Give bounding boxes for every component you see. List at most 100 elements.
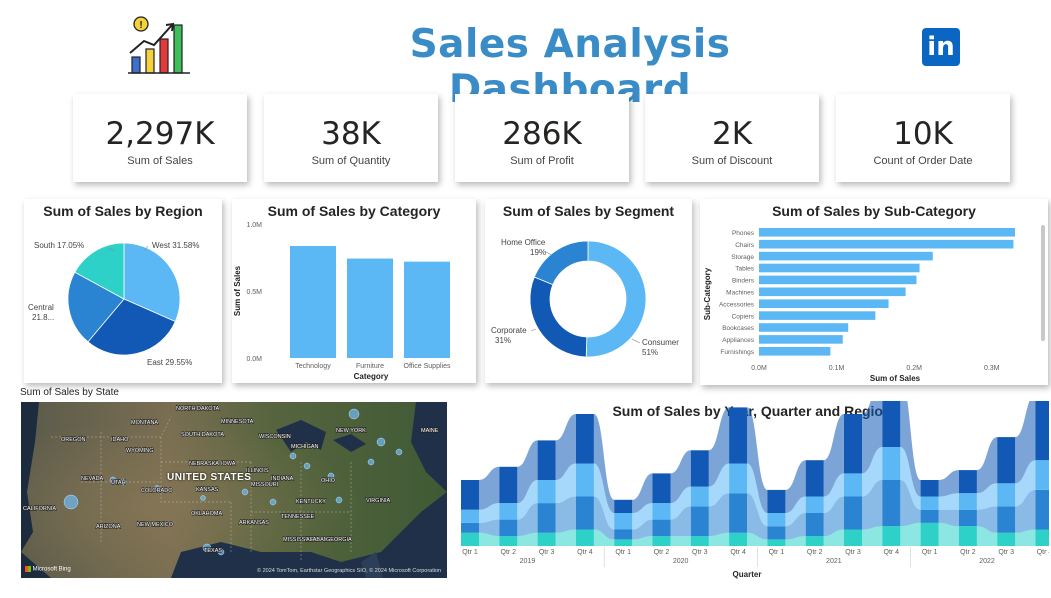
ribbon-column[interactable]	[920, 480, 939, 497]
ribbon-column[interactable]	[882, 526, 901, 546]
ribbon-column[interactable]	[1035, 460, 1050, 490]
ribbon-column[interactable]	[461, 522, 479, 533]
linkedin-icon[interactable]: in	[922, 28, 960, 66]
ribbon-column[interactable]	[805, 536, 824, 546]
state-sales-bubble[interactable]	[289, 452, 297, 460]
state-sales-bubble[interactable]	[348, 408, 360, 420]
state-map[interactable]: NORTH DAKOTA MINNESOTA OREGON IDAHO SOUTH DA…	[21, 402, 447, 578]
bar-furnishings[interactable]	[759, 347, 831, 356]
ribbon-column[interactable]	[690, 506, 709, 537]
ribbon-column[interactable]	[537, 480, 556, 504]
ribbon-column[interactable]	[729, 532, 748, 546]
donut-slice-home-office[interactable]	[533, 240, 589, 286]
bar-storage[interactable]	[759, 251, 933, 261]
state-sales-bubble[interactable]	[109, 476, 117, 484]
ribbon-column[interactable]	[575, 496, 594, 530]
ribbon-column[interactable]	[461, 532, 479, 546]
ribbon-column[interactable]	[690, 536, 709, 546]
bar-bookcases[interactable]	[759, 323, 849, 332]
ribbon-column[interactable]	[614, 513, 633, 530]
bar-phones[interactable]	[759, 228, 1015, 237]
ribbon-column[interactable]	[920, 522, 939, 546]
ribbon-column[interactable]	[499, 466, 518, 504]
map-terrain[interactable]: NORTH DAKOTA MINNESOTA OREGON IDAHO SOUTH DA…	[21, 402, 447, 578]
ribbon-column[interactable]	[920, 496, 939, 510]
ribbon-column[interactable]	[729, 407, 748, 464]
ribbon-column[interactable]	[461, 509, 479, 523]
bar-copiers[interactable]	[759, 311, 876, 320]
subcategory-bar-chart[interactable]: Phones Chairs Storage Tables Binders Machines…	[700, 199, 1048, 385]
ribbon-column[interactable]	[537, 503, 556, 533]
ribbon-column[interactable]	[997, 532, 1016, 546]
ribbon-column[interactable]	[614, 499, 633, 513]
ribbon-column[interactable]	[499, 503, 518, 520]
bar-machines[interactable]	[759, 287, 906, 297]
pie-slice-central[interactable]	[67, 271, 125, 343]
ribbon-column[interactable]	[958, 509, 977, 527]
ribbon-column[interactable]	[958, 526, 977, 546]
ribbon-column[interactable]	[767, 526, 786, 540]
state-sales-bubble[interactable]	[269, 498, 277, 506]
ribbon-column[interactable]	[652, 536, 671, 546]
state-sales-bubble[interactable]	[241, 488, 249, 496]
state-sales-bubble[interactable]	[303, 462, 311, 470]
ribbon-column[interactable]	[997, 437, 1016, 484]
ribbon-column[interactable]	[575, 529, 594, 547]
ribbon-column[interactable]	[958, 493, 977, 510]
donut-slice-corporate[interactable]	[529, 276, 588, 358]
ribbon-column[interactable]	[499, 519, 518, 537]
pie-slice-east[interactable]	[87, 298, 176, 356]
ribbon-column[interactable]	[844, 529, 862, 547]
ribbon-column[interactable]	[537, 440, 556, 480]
bar-furniture[interactable]	[347, 258, 393, 358]
ribbon-column[interactable]	[920, 509, 939, 523]
state-sales-bubble[interactable]	[154, 485, 160, 491]
state-sales-bubble[interactable]	[376, 437, 386, 447]
ribbon-column[interactable]	[844, 414, 862, 474]
pie-slice-south[interactable]	[74, 242, 125, 300]
state-sales-bubble[interactable]	[119, 478, 127, 486]
ribbon-column[interactable]	[729, 463, 748, 494]
state-sales-bubble[interactable]	[327, 472, 335, 480]
ribbon-column[interactable]	[575, 414, 594, 464]
ribbon-column[interactable]	[614, 539, 633, 546]
ribbon-column[interactable]	[729, 493, 748, 533]
ribbon-column[interactable]	[1035, 401, 1050, 461]
ribbon-column[interactable]	[844, 473, 862, 497]
ribbon-column[interactable]	[805, 496, 824, 514]
ribbon-column[interactable]	[1035, 489, 1050, 530]
ribbon-column[interactable]	[882, 480, 901, 527]
ribbon-column[interactable]	[997, 483, 1016, 507]
ribbon-column[interactable]	[690, 486, 709, 507]
state-sales-bubble[interactable]	[335, 496, 343, 504]
ribbon-column[interactable]	[652, 503, 671, 520]
scrollbar[interactable]	[1041, 225, 1045, 341]
ribbon-column[interactable]	[652, 519, 671, 537]
pie-slice-west[interactable]	[123, 242, 181, 323]
bar-binders[interactable]	[759, 275, 917, 285]
ribbon-column[interactable]	[652, 473, 671, 504]
ribbon-column[interactable]	[614, 529, 633, 540]
bar-accessories[interactable]	[759, 299, 889, 308]
ribbon-column[interactable]	[997, 506, 1016, 533]
ribbon-column[interactable]	[805, 460, 824, 497]
state-sales-bubble[interactable]	[395, 448, 403, 456]
ribbon-column[interactable]	[461, 480, 479, 510]
bar-office-supplies[interactable]	[404, 261, 450, 358]
ribbon-column[interactable]	[499, 536, 518, 546]
ribbon-column[interactable]	[690, 450, 709, 487]
donut-slice-consumer[interactable]	[585, 240, 647, 358]
category-bar-chart[interactable]: 0.0M 0.5M 1.0M Technology Furniture Office Su…	[232, 199, 476, 383]
bar-technology[interactable]	[290, 245, 336, 358]
state-sales-bubble[interactable]	[202, 543, 212, 553]
ribbon-column[interactable]	[882, 447, 901, 480]
state-sales-bubble[interactable]	[217, 548, 225, 556]
ribbon-column[interactable]	[844, 496, 862, 530]
ribbon-chart[interactable]: Qtr 1 Qtr 2 Qtr 3 Qtr 4 Qtr 1 Qtr 2 Qtr 3 Qtr 4…	[455, 401, 1049, 581]
bar-tables[interactable]	[759, 263, 920, 273]
state-sales-bubble[interactable]	[200, 495, 206, 501]
ribbon-column[interactable]	[767, 489, 786, 513]
ribbon-column[interactable]	[882, 401, 901, 447]
